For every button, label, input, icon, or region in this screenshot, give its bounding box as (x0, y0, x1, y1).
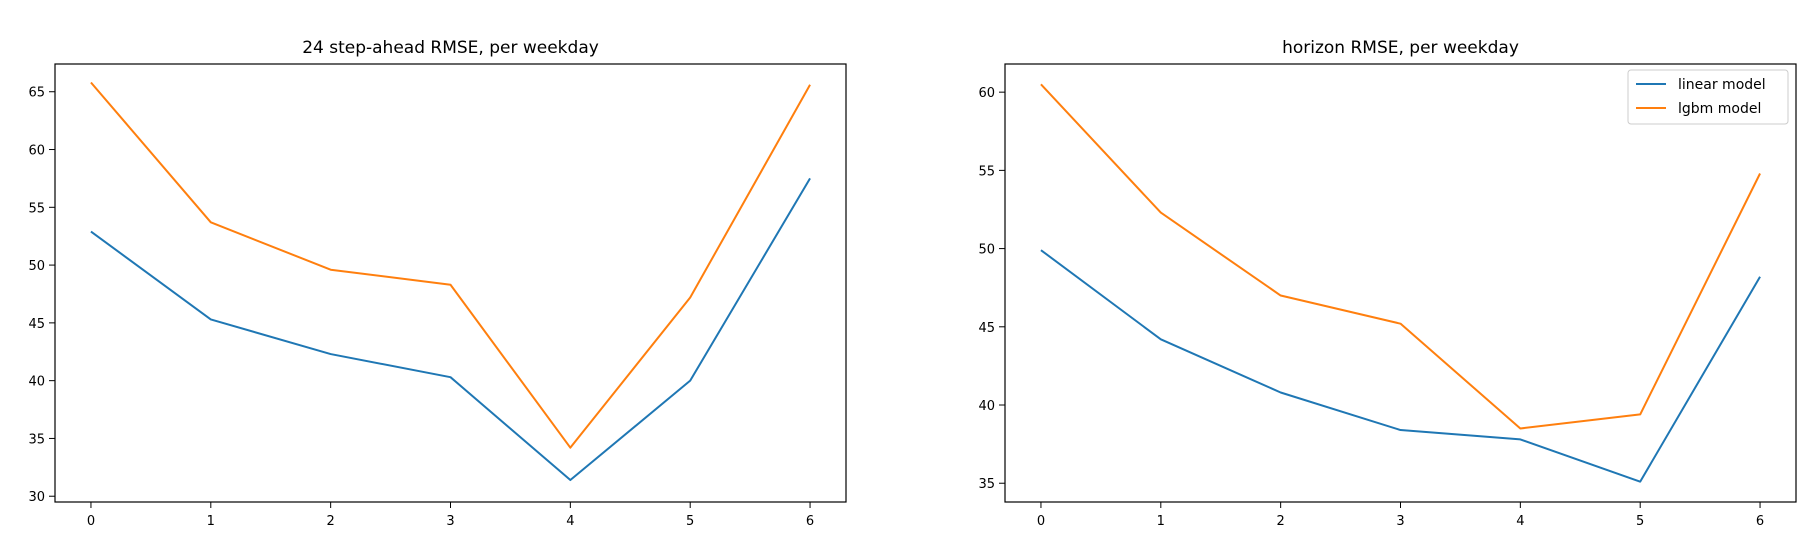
y-tick-label: 60 (28, 144, 45, 159)
legend: linear model lgbm model (1627, 69, 1789, 125)
series-line-lgbm-model (1040, 83, 1761, 430)
x-tick-label: 4 (1516, 514, 1524, 529)
plot-area-frame (54, 63, 847, 503)
x-tick-label: 0 (1037, 514, 1045, 529)
series-line-linear-model (1040, 249, 1761, 483)
chart-title: 24 step-ahead RMSE, per weekday (302, 38, 599, 58)
x-tick-label: 6 (1756, 514, 1764, 529)
series-line-linear-model (90, 177, 811, 482)
y-axis: 30 35 40 45 50 55 60 65 (28, 86, 55, 505)
chart-24-step-ahead-rmse: 24 step-ahead RMSE, per weekday 30354045… (28, 38, 847, 529)
legend-label-lgbm: lgbm model (1678, 101, 1761, 117)
x-tick-label: 5 (1636, 514, 1644, 529)
y-tick-label: 40 (28, 375, 45, 390)
x-tick-label: 5 (686, 514, 694, 529)
x-tick-label: 1 (1157, 514, 1165, 529)
y-tick-label: 45 (978, 321, 995, 336)
y-tick-label: 35 (978, 477, 995, 492)
y-tick-label: 35 (28, 432, 45, 447)
y-tick-label: 50 (28, 259, 45, 274)
x-tick-label: 1 (207, 514, 215, 529)
x-tick-label: 6 (806, 514, 814, 529)
x-tick-label: 2 (327, 514, 335, 529)
y-tick-label: 50 (978, 243, 995, 258)
x-tick-label: 2 (1277, 514, 1285, 529)
series-group (90, 81, 811, 482)
y-tick-label: 65 (28, 86, 45, 101)
y-tick-label: 55 (28, 201, 45, 216)
x-tick-label: 3 (1396, 514, 1404, 529)
x-axis: 0 1 2 3 4 5 6 (87, 502, 814, 529)
plot-area-frame (1004, 63, 1797, 503)
y-tick-label: 40 (978, 399, 995, 414)
chart-title: horizon RMSE, per weekday (1282, 38, 1519, 58)
y-tick-label: 60 (978, 86, 995, 101)
series-line-lgbm-model (90, 81, 811, 449)
series-group (1040, 83, 1761, 483)
legend-box (1627, 69, 1789, 125)
y-axis: 35 40 45 50 55 60 (978, 86, 1005, 492)
legend-label-linear: linear model (1678, 77, 1766, 93)
y-tick-label: 55 (978, 164, 995, 179)
x-tick-label: 0 (87, 514, 95, 529)
y-tick-label: 45 (28, 317, 45, 332)
x-tick-label: 3 (446, 514, 454, 529)
y-tick-label: 30 (28, 490, 45, 505)
x-axis: 0 1 2 3 4 5 6 (1037, 502, 1764, 529)
x-tick-label: 4 (566, 514, 574, 529)
